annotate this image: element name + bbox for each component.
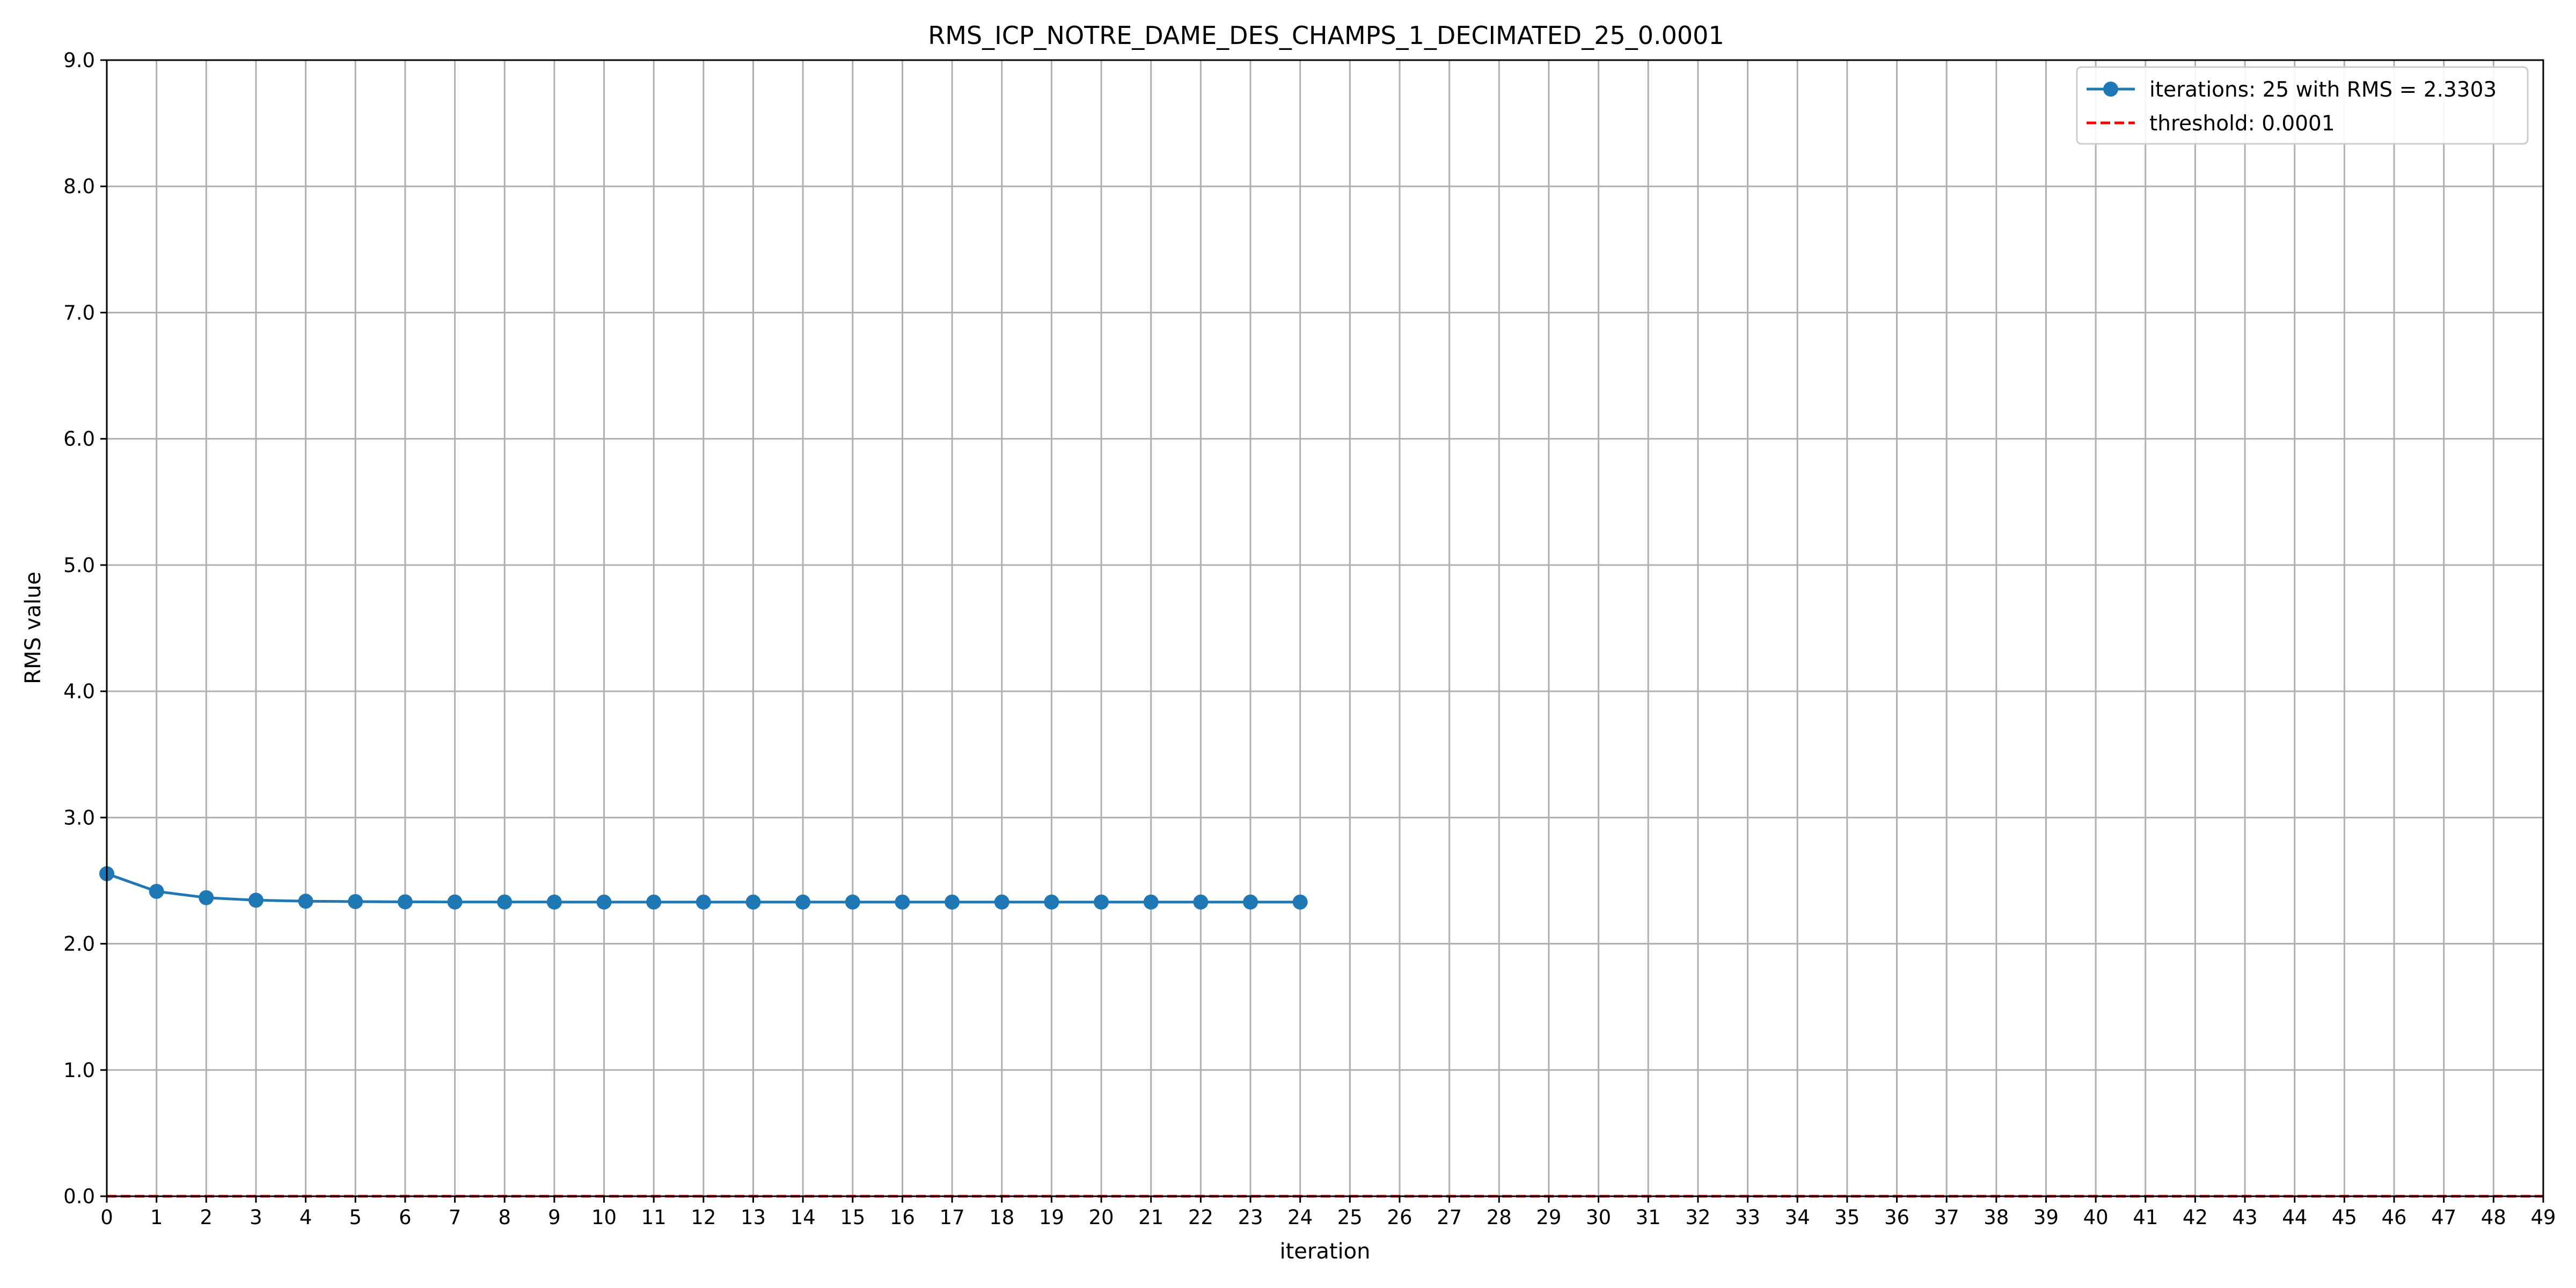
x-tick-label: 29 <box>1536 1206 1561 1229</box>
y-tick-label: 4.0 <box>63 680 95 703</box>
x-tick-label: 19 <box>1039 1206 1064 1229</box>
data-point <box>795 894 811 910</box>
x-tick-label: 1 <box>150 1206 163 1229</box>
y-tick-label: 1.0 <box>63 1059 95 1082</box>
x-tick-label: 35 <box>1834 1206 1860 1229</box>
x-tick-label: 2 <box>200 1206 213 1229</box>
data-point <box>696 894 711 910</box>
data-point <box>546 894 562 910</box>
x-tick-label: 20 <box>1089 1206 1114 1229</box>
x-tick-label: 12 <box>691 1206 716 1229</box>
data-point <box>1143 894 1159 910</box>
data-point <box>1094 894 1109 910</box>
x-tick-label: 37 <box>1934 1206 1959 1229</box>
x-tick-label: 23 <box>1238 1206 1263 1229</box>
x-tick-label: 9 <box>548 1206 561 1229</box>
data-point <box>1193 894 1209 910</box>
data-point <box>596 894 612 910</box>
y-axis-label: RMS value <box>21 572 46 684</box>
x-tick-label: 39 <box>2033 1206 2059 1229</box>
y-tick-label: 5.0 <box>63 554 95 577</box>
x-tick-label: 16 <box>890 1206 915 1229</box>
x-tick-label: 42 <box>2183 1206 2208 1229</box>
data-point <box>1243 894 1258 910</box>
x-tick-label: 34 <box>1785 1206 1810 1229</box>
data-point <box>1044 894 1059 910</box>
data-point <box>994 894 1009 910</box>
x-tick-label: 18 <box>989 1206 1014 1229</box>
x-tick-label: 33 <box>1735 1206 1760 1229</box>
data-point <box>745 894 761 910</box>
x-tick-label: 26 <box>1387 1206 1412 1229</box>
x-tick-label: 41 <box>2133 1206 2158 1229</box>
x-tick-label: 8 <box>498 1206 511 1229</box>
x-tick-label: 44 <box>2282 1206 2307 1229</box>
data-point <box>845 894 860 910</box>
y-tick-label: 9.0 <box>63 49 95 72</box>
legend-label-threshold: threshold: 0.0001 <box>2149 112 2335 136</box>
legend-marker-iterations <box>2103 82 2118 97</box>
data-point <box>397 894 413 910</box>
x-tick-label: 13 <box>741 1206 766 1229</box>
x-tick-label: 21 <box>1138 1206 1163 1229</box>
y-tick-label: 6.0 <box>63 428 95 451</box>
x-tick-label: 17 <box>940 1206 965 1229</box>
x-axis-label: iteration <box>1280 1239 1371 1264</box>
x-tick-label: 11 <box>641 1206 667 1229</box>
data-point <box>895 894 910 910</box>
x-tick-label: 6 <box>399 1206 412 1229</box>
data-point <box>298 894 313 909</box>
x-tick-label: 28 <box>1487 1206 1512 1229</box>
x-tick-label: 49 <box>2530 1206 2556 1229</box>
x-tick-label: 24 <box>1287 1206 1313 1229</box>
x-tick-label: 5 <box>349 1206 362 1229</box>
x-tick-label: 27 <box>1437 1206 1462 1229</box>
x-tick-label: 43 <box>2233 1206 2258 1229</box>
x-tick-label: 48 <box>2481 1206 2506 1229</box>
x-tick-label: 7 <box>449 1206 462 1229</box>
plot-frame <box>106 59 2544 1197</box>
y-tick-label: 3.0 <box>63 806 95 829</box>
x-tick-label: 36 <box>1884 1206 1909 1229</box>
legend: iterations: 25 with RMS = 2.3303 thresho… <box>2076 66 2529 145</box>
x-tick-label: 32 <box>1685 1206 1710 1229</box>
y-tick-label: 8.0 <box>63 175 95 198</box>
data-point <box>199 890 214 905</box>
x-tick-label: 3 <box>250 1206 262 1229</box>
data-point <box>447 894 463 910</box>
x-tick-label: 25 <box>1337 1206 1363 1229</box>
x-tick-label: 4 <box>299 1206 312 1229</box>
data-point <box>348 894 363 909</box>
y-tick-label: 2.0 <box>63 933 95 956</box>
y-tick-label: 7.0 <box>63 301 95 324</box>
chart-title: RMS_ICP_NOTRE_DAME_DES_CHAMPS_1_DECIMATE… <box>928 21 1724 50</box>
x-tick-label: 14 <box>791 1206 816 1229</box>
x-tick-label: 40 <box>2083 1206 2109 1229</box>
x-tick-label: 46 <box>2381 1206 2406 1229</box>
data-point <box>1292 894 1308 910</box>
x-tick-label: 15 <box>840 1206 865 1229</box>
data-point <box>149 883 164 899</box>
y-tick-label: 0.0 <box>63 1185 95 1208</box>
x-tick-label: 0 <box>100 1206 113 1229</box>
data-point <box>248 892 264 908</box>
x-tick-label: 45 <box>2332 1206 2357 1229</box>
legend-box <box>2076 66 2529 145</box>
data-point <box>497 894 513 910</box>
x-tick-label: 22 <box>1188 1206 1213 1229</box>
x-tick-label: 30 <box>1586 1206 1611 1229</box>
x-tick-label: 10 <box>591 1206 617 1229</box>
x-tick-label: 38 <box>1984 1206 2009 1229</box>
axis-ticks: 0 1 2 3 4 5 6 7 8 9 10 11 12 13 14 15 16 17 18 19 20 21 22 23 24… <box>63 49 2556 1229</box>
x-tick-label: 31 <box>1636 1206 1661 1229</box>
data-point <box>646 894 662 910</box>
data-point <box>945 894 960 910</box>
legend-label-iterations: iterations: 25 with RMS = 2.3303 <box>2149 78 2497 102</box>
x-tick-label: 47 <box>2431 1206 2456 1229</box>
